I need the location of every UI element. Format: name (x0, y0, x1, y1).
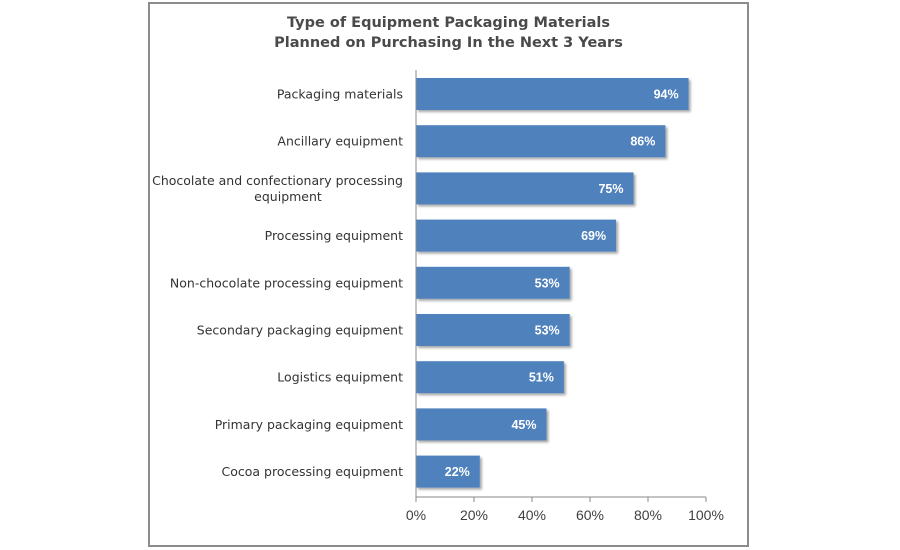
x-tick-label: 0% (406, 507, 426, 523)
category-label: Primary packaging equipment (215, 417, 403, 432)
category-label: Non-chocolate processing equipment (170, 275, 403, 290)
bar (416, 266, 570, 299)
x-tick-label: 60% (576, 507, 604, 523)
bar-value-label: 22% (445, 465, 470, 479)
category-label: Packaging materials (277, 87, 403, 102)
bars-group: 94% 86% 75% 69% 53% 53% 51% 45% 22% (416, 78, 689, 488)
category-label: Chocolate and confectionary processing (152, 173, 403, 188)
x-tick-label: 100% (688, 507, 724, 523)
bar-value-label: 94% (654, 88, 679, 102)
bar (416, 361, 564, 394)
x-tick-label: 20% (460, 507, 488, 523)
category-label: Secondary packaging equipment (197, 323, 403, 338)
bar (416, 408, 547, 441)
bar (416, 172, 634, 205)
bar-value-label: 51% (529, 371, 554, 385)
category-label: Processing equipment (265, 228, 403, 243)
bar (416, 125, 666, 158)
bar-value-label: 69% (581, 229, 606, 243)
bar (416, 78, 689, 110)
category-label: Logistics equipment (277, 370, 403, 385)
category-label: Cocoa processing equipment (221, 464, 403, 479)
bar (416, 314, 570, 346)
x-tick-label: 40% (518, 507, 546, 523)
bar-value-label: 45% (511, 418, 536, 432)
category-label: Ancillary equipment (277, 134, 403, 149)
bar-value-label: 75% (598, 182, 623, 196)
bar (416, 455, 480, 488)
bar-value-label: 86% (630, 135, 655, 149)
x-axis: 0% 20% 40% 60% 80% 100% (406, 70, 724, 523)
bar-value-label: 53% (535, 276, 560, 290)
category-labels: Packaging materials Ancillary equipment Ch… (152, 87, 403, 480)
bar-value-label: 53% (535, 324, 560, 338)
bar (416, 219, 617, 252)
chart-title-line-1: Type of Equipment Packaging Materials (286, 15, 611, 31)
x-tick-label: 80% (634, 507, 662, 523)
chart-title: Type of Equipment Packaging Materials Pl… (148, 13, 749, 53)
category-label: equipment (254, 189, 322, 204)
chart-title-line-2: Planned on Purchasing In the Next 3 Year… (274, 35, 623, 51)
